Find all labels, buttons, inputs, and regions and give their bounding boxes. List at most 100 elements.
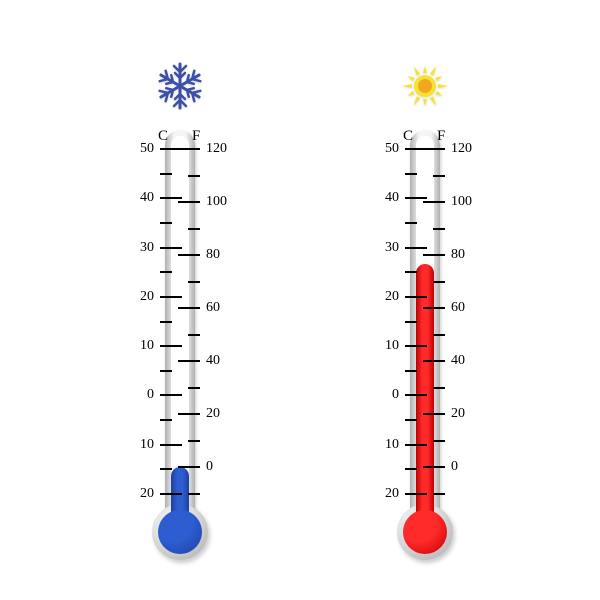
tick (405, 444, 427, 446)
tick (188, 281, 200, 283)
tick-label: 40 (206, 353, 220, 369)
tick (405, 197, 427, 199)
tick (405, 321, 417, 323)
tick-label: 0 (206, 459, 213, 475)
scale-left: C504030201001020 (337, 130, 397, 510)
bulb-fluid (158, 510, 202, 554)
tick (160, 419, 172, 421)
unit-label-left: C (158, 128, 168, 145)
tick (188, 175, 200, 177)
fluid-column (416, 264, 434, 532)
tick (160, 444, 182, 446)
tick-label: 10 (385, 338, 399, 354)
snowflake-icon (90, 60, 270, 120)
tick (160, 345, 182, 347)
tube-inner (171, 136, 189, 508)
tick (405, 394, 427, 396)
tick (423, 254, 445, 256)
tick-label: 40 (451, 353, 465, 369)
tick-label: 0 (147, 387, 154, 403)
tick (178, 413, 200, 415)
tick (178, 148, 200, 150)
tick-label: 20 (451, 406, 465, 422)
sun-icon (335, 60, 515, 120)
tick (433, 440, 445, 442)
tick (178, 466, 200, 468)
tick (423, 201, 445, 203)
tick (160, 222, 172, 224)
tick (433, 228, 445, 230)
unit-label-right: F (192, 128, 200, 145)
tick (433, 281, 445, 283)
tick (405, 493, 427, 495)
tick (188, 228, 200, 230)
thermometer-hot: C504030201001020 F120100806040200 (335, 60, 515, 560)
tick (178, 254, 200, 256)
scale-right: F120100806040200 (453, 130, 513, 510)
tick-label: 10 (140, 338, 154, 354)
tick-label: 20 (206, 406, 220, 422)
tick (160, 197, 182, 199)
tick-label: 100 (451, 194, 472, 210)
tick (405, 173, 417, 175)
tick-label: 20 (385, 486, 399, 502)
tick (188, 493, 200, 495)
tick (405, 247, 427, 249)
tick (405, 370, 417, 372)
tick (405, 468, 417, 470)
tick (160, 468, 172, 470)
tick-label: 60 (206, 300, 220, 316)
tick (423, 307, 445, 309)
tick-label: 20 (140, 486, 154, 502)
tick (160, 247, 182, 249)
tick (188, 334, 200, 336)
bulb-fluid (403, 510, 447, 554)
tick (433, 334, 445, 336)
tick (423, 148, 445, 150)
tick-label: 120 (451, 141, 472, 157)
tick (160, 493, 182, 495)
tick (423, 413, 445, 415)
tick (160, 394, 182, 396)
tick (160, 173, 172, 175)
tick-label: 100 (206, 194, 227, 210)
tick (405, 271, 417, 273)
tick (160, 271, 172, 273)
tick (433, 387, 445, 389)
scale-left: C504030201001020 (92, 130, 152, 510)
scale-right: F120100806040200 (208, 130, 268, 510)
tick-label: 20 (140, 289, 154, 305)
tick (423, 360, 445, 362)
tick-label: 50 (385, 141, 399, 157)
tick (160, 296, 182, 298)
tick (433, 175, 445, 177)
tick-label: 10 (385, 437, 399, 453)
tick (178, 360, 200, 362)
tick-label: 50 (140, 141, 154, 157)
tick (178, 201, 200, 203)
tick-label: 0 (451, 459, 458, 475)
tick (160, 321, 172, 323)
tick (433, 493, 445, 495)
tick-label: 20 (385, 289, 399, 305)
tick-label: 60 (451, 300, 465, 316)
tick (188, 387, 200, 389)
tick (405, 296, 427, 298)
tick-label: 40 (385, 190, 399, 206)
tick (405, 222, 417, 224)
tick-label: 120 (206, 141, 227, 157)
unit-label-right: F (437, 128, 445, 145)
tick (405, 345, 427, 347)
tick-label: 80 (206, 247, 220, 263)
tick (423, 466, 445, 468)
tick-label: 80 (451, 247, 465, 263)
tick-label: 10 (140, 437, 154, 453)
thermometer-body: C504030201001020 F120100806040200 (335, 130, 515, 560)
tick-label: 40 (140, 190, 154, 206)
tick (405, 419, 417, 421)
tick-label: 30 (140, 240, 154, 256)
tick-label: 0 (392, 387, 399, 403)
unit-label-left: C (403, 128, 413, 145)
thermometer-cold: C504030201001020 F120100806040200 (90, 60, 270, 560)
tick-label: 30 (385, 240, 399, 256)
